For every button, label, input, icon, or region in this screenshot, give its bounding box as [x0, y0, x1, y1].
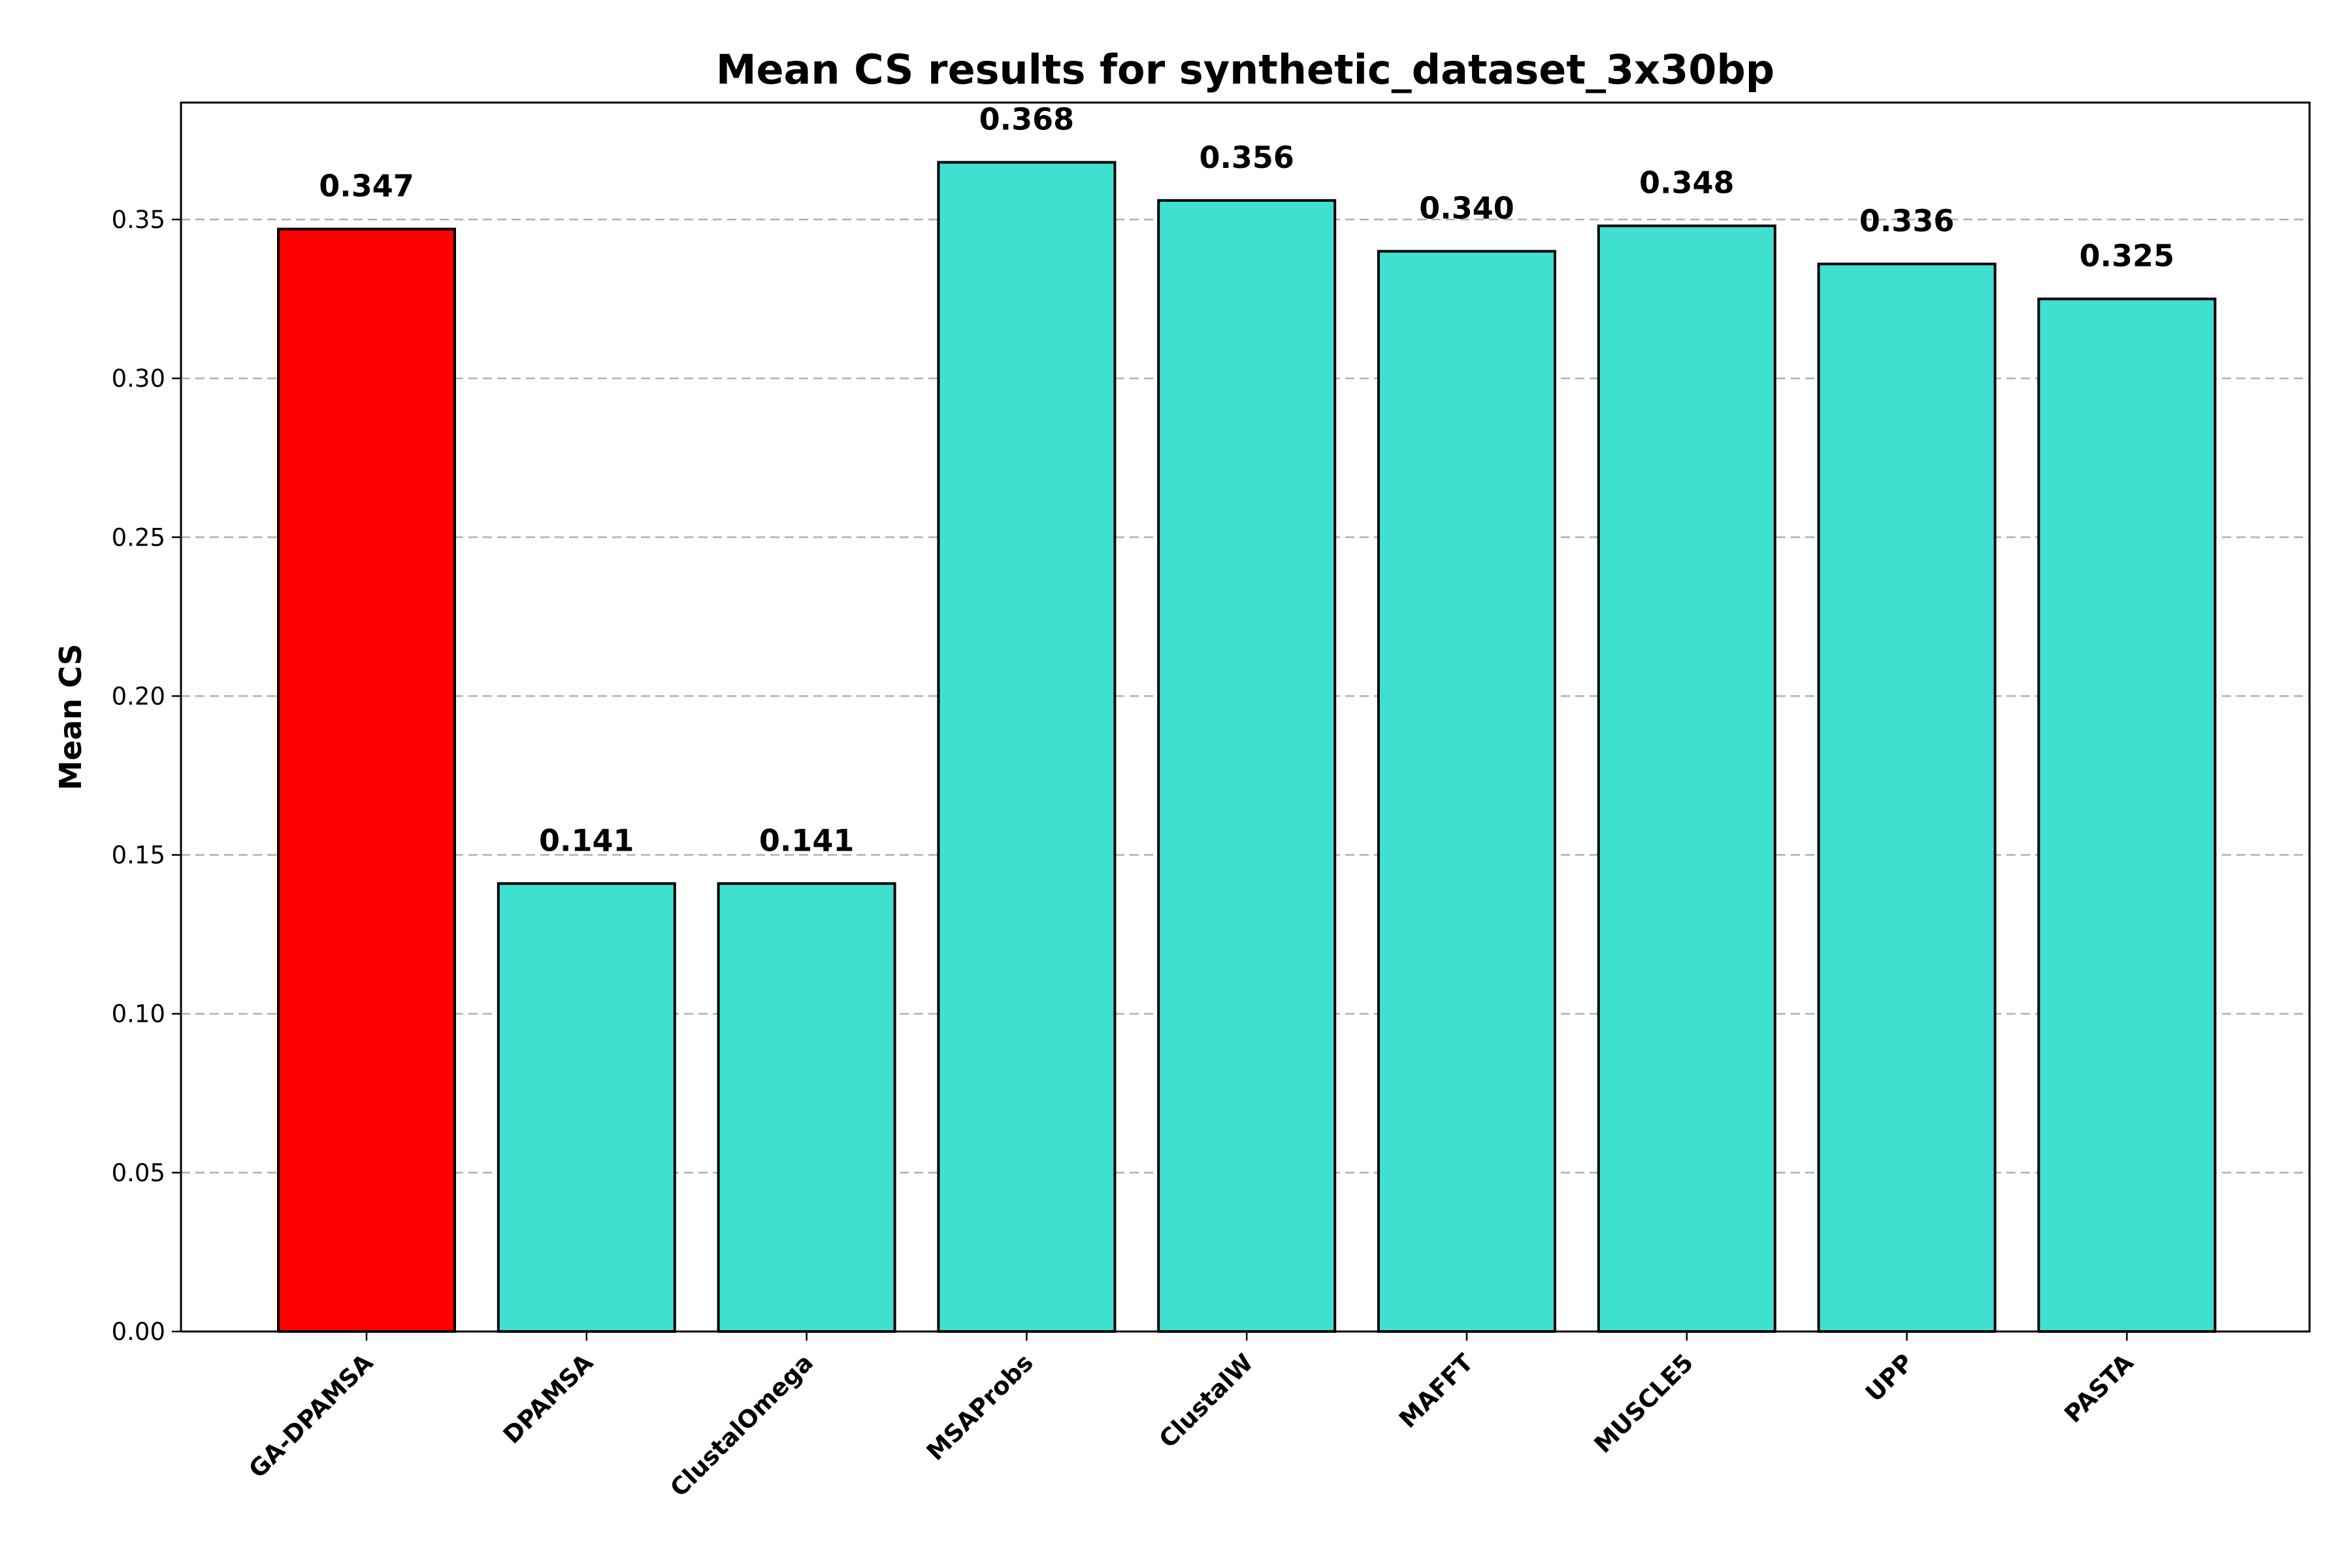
data-label: 0.340: [1419, 191, 1514, 226]
bar: [937, 161, 1117, 1333]
data-labels: 0.347 0.141 0.141 0.368 0.356 0.340 0.348 0.336…: [319, 101, 2174, 858]
data-label: 0.336: [1859, 203, 1955, 238]
y-tick-label: 0.15: [112, 841, 165, 870]
bar: [497, 882, 676, 1333]
chart-title: Mean CS results for synthetic_dataset_3x…: [716, 46, 1774, 93]
y-tick-label: 0.20: [112, 682, 165, 710]
bar: [1377, 250, 1556, 1333]
bars: [277, 161, 2217, 1333]
y-tick-label: 0.10: [112, 1000, 165, 1028]
y-tick-label: 0.25: [112, 523, 165, 551]
bar: [2037, 297, 2217, 1333]
bar: [717, 882, 896, 1333]
y-axis: 0.00 0.05 0.10 0.15 0.20 0.25 0.30 0.35: [112, 206, 181, 1346]
y-tick-label: 0.00: [112, 1318, 165, 1346]
data-label: 0.356: [1199, 140, 1294, 175]
data-label: 0.325: [2080, 238, 2175, 274]
bar: [1157, 199, 1337, 1333]
plot-frame: [180, 101, 2311, 1333]
data-label: 0.141: [759, 823, 855, 858]
bar: [1597, 224, 1776, 1333]
data-label: 0.368: [979, 101, 1075, 137]
y-tick-label: 0.05: [112, 1159, 165, 1187]
bar: [1817, 263, 1997, 1333]
data-label: 0.141: [539, 823, 634, 858]
data-label: 0.348: [1639, 165, 1735, 201]
data-label: 0.347: [319, 169, 414, 204]
y-tick-label: 0.30: [112, 365, 165, 393]
y-axis-label: Mean CS: [53, 644, 88, 791]
y-tick-label: 0.35: [112, 206, 165, 234]
bar: [277, 227, 456, 1333]
